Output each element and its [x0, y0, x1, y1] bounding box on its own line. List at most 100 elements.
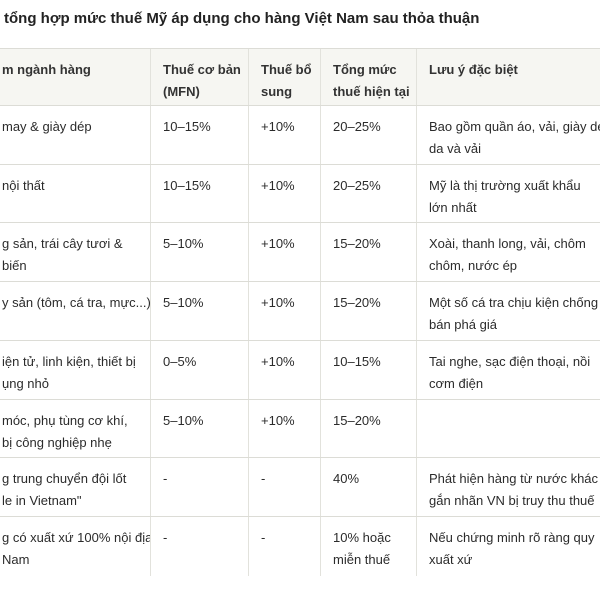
table-cell: Mỹ là thị trường xuất khẩu lớn nhất [416, 164, 600, 224]
table-row: g sản, trái cây tươi & biến 5–10% +10% 15–20… [0, 222, 600, 283]
table-cell: Tai nghe, sạc điện thoại, nồi cơm điện [416, 340, 600, 400]
cell-text: +10% [261, 119, 295, 134]
table-cell: 15–20% [320, 223, 416, 283]
cell-text: lớn nhất [429, 199, 477, 215]
cell-text: ụng nhỏ [2, 375, 49, 391]
cell-text: 10–15% [163, 119, 211, 134]
cell-text: bị công nghiệp nhẹ [2, 434, 112, 450]
table-cell: +10% [248, 282, 320, 341]
table-cell: 5–10% [150, 399, 248, 459]
table-cell: - [248, 516, 320, 576]
cell-text: 0–5% [163, 353, 197, 369]
cell-text: 10–15% [163, 177, 211, 193]
table-cell: Một số cá tra chịu kiện chống bán phá giá [416, 282, 600, 341]
cell-text: cơm điện [429, 375, 484, 391]
cell-text: Tai nghe, sạc điện thoại, nồi [429, 353, 591, 369]
table-cell: - [150, 458, 248, 517]
table-row: nội thất 10–15% +10% 20–25% Mỹ là thị trường… [0, 163, 600, 224]
table-cell: nội thất [0, 165, 150, 224]
cell-text: Lưu ý đặc biệt [429, 62, 518, 77]
table-row: iện tử, linh kiện, thiết bị ụng nhỏ 0–5% +1… [0, 339, 600, 400]
table-cell: +10% [248, 340, 320, 400]
cell-text: +10% [261, 412, 295, 428]
cell-text: Thuế cơ bản [163, 62, 241, 77]
cell-text: biến [2, 258, 27, 274]
cell-text: m ngành hàng [2, 62, 91, 77]
table-cell: Bao gồm quần áo, vải, giày dé da và vải [416, 106, 600, 165]
cell-text: Nếu chứng minh rõ ràng quy [429, 529, 595, 545]
title: tổng hợp mức thuế Mỹ áp dụng cho hàng Vi… [4, 10, 480, 27]
cell-text: 15–20% [333, 412, 381, 428]
cell-text: g trung chuyển đội lốt [2, 471, 127, 487]
cell-text: (MFN) [163, 84, 200, 99]
table-cell: Lưu ý đặc biệt [416, 49, 600, 106]
cell-text: +10% [261, 353, 295, 369]
table-cell: iện tử, linh kiện, thiết bị ụng nhỏ [0, 341, 150, 400]
cell-text: g sản, trái cây tươi & [2, 236, 123, 252]
table-cell: 5–10% [150, 223, 248, 283]
cell-text: 10–15% [333, 353, 381, 369]
table-cell: Tổng mức thuế hiện tại [320, 49, 416, 106]
table-cell: +10% [248, 399, 320, 459]
cell-text: thuế hiện tại [333, 84, 410, 99]
cell-text: 15–20% [333, 295, 381, 311]
cell-text: - [261, 529, 266, 545]
table-cell: Xoài, thanh long, vải, chôm chôm, nước ép [416, 223, 600, 283]
cell-text: 15–20% [333, 236, 381, 252]
table-cell: +10% [248, 164, 320, 224]
table-cell: g sản, trái cây tươi & biến [0, 223, 150, 282]
table-row: g trung chuyển đội lốt le in Vietnam" - - 40… [0, 457, 600, 517]
table-row: y sản (tôm, cá tra, mực...) 5–10% +10% 15–2… [0, 281, 600, 341]
table-cell: - [150, 516, 248, 576]
table-cell: Nếu chứng minh rõ ràng quy xuất xứ [416, 516, 600, 576]
table-cell: m ngành hàng [0, 49, 150, 106]
table-cell: +10% [248, 223, 320, 283]
cell-text: +10% [261, 177, 295, 193]
cell-text: Xoài, thanh long, vải, chôm [429, 236, 586, 252]
table-cell: 10–15% [320, 340, 416, 400]
cell-text: - [261, 471, 266, 487]
cell-text: g có xuất xứ 100% nội địa [2, 529, 150, 545]
cell-text: 10% hoặc [333, 529, 391, 545]
cell-text: +10% [261, 236, 295, 252]
table-cell: 10% hoặc miễn thuế [320, 516, 416, 576]
table-cell: 20–25% [320, 164, 416, 224]
table-cell: 0–5% [150, 340, 248, 400]
cell-text: da và vải [429, 141, 482, 156]
cell-text: gắn nhãn VN bị truy thu thuế [429, 493, 595, 509]
cell-text: móc, phụ tùng cơ khí, [2, 412, 128, 428]
table-row: g có xuất xứ 100% nội địa Nam - - 10% hoặc mi… [0, 515, 600, 576]
cell-text: y sản (tôm, cá tra, mực...) [2, 295, 150, 311]
table-row: móc, phụ tùng cơ khí, bị công nghiệp nhẹ 5… [0, 398, 600, 459]
table-cell: Thuế cơ bản (MFN) [150, 49, 248, 106]
table-cell: 15–20% [320, 399, 416, 459]
cell-text: 5–10% [163, 412, 204, 428]
cell-text: Tổng mức [333, 62, 397, 77]
cell-text: Một số cá tra chịu kiện chống [429, 295, 599, 311]
table-row: may & giày dép 10–15% +10% 20–25% Bao gồm qu… [0, 105, 600, 165]
table-cell [416, 399, 600, 459]
cell-text: may & giày dép [2, 119, 92, 134]
table-cell: Phát hiện hàng từ nước khác gắn nhãn VN b… [416, 458, 600, 517]
table-cell: 5–10% [150, 282, 248, 341]
table-cell: 40% [320, 458, 416, 517]
cell-text: iện tử, linh kiện, thiết bị [2, 353, 136, 369]
table-cell: 15–20% [320, 282, 416, 341]
table-cell: - [248, 458, 320, 517]
cell-text: - [163, 471, 168, 487]
cell-text: nội thất [2, 177, 45, 193]
table-cell: g có xuất xứ 100% nội địa Nam [0, 517, 150, 576]
cell-text: - [163, 529, 168, 545]
cell-text: 40% [333, 471, 360, 487]
table-cell: 10–15% [150, 164, 248, 224]
cell-text: +10% [261, 295, 295, 311]
table-cell: Thuế bổ sung [248, 49, 320, 106]
cell-text: 5–10% [163, 295, 204, 311]
table-cell: may & giày dép [0, 106, 150, 165]
cell-text: chôm, nước ép [429, 258, 518, 274]
header-row: m ngành hàng Thuế cơ bản (MFN) Thuế bổ sung T… [0, 48, 600, 106]
cell-text: Phát hiện hàng từ nước khác [429, 471, 599, 487]
table-cell: móc, phụ tùng cơ khí, bị công nghiệp nhẹ [0, 400, 150, 459]
table-cell: 10–15% [150, 106, 248, 165]
